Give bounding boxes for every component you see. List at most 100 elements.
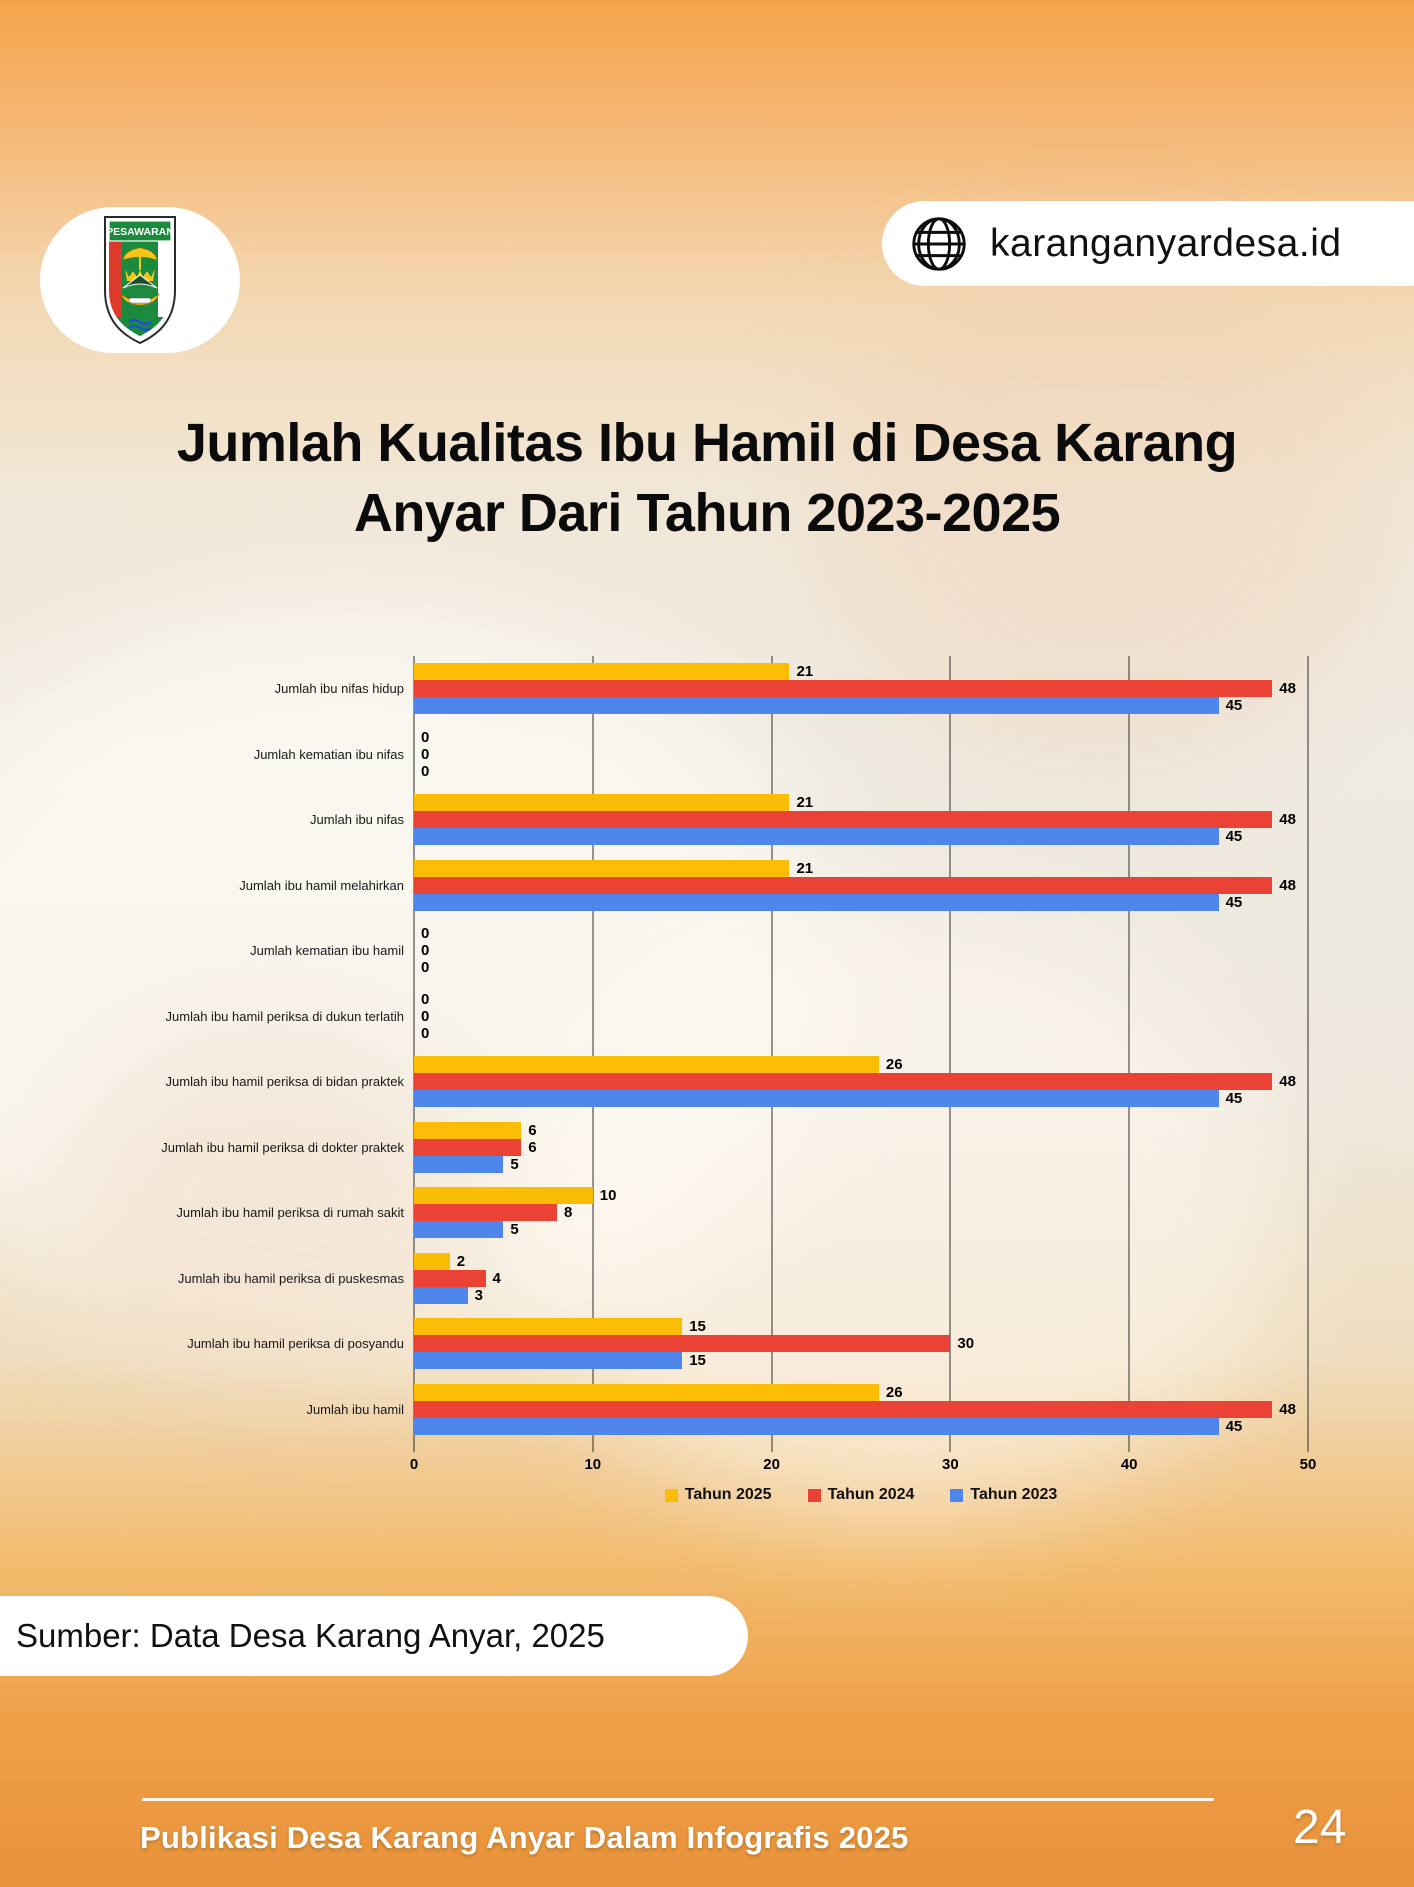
- website-url: karanganyardesa.id: [990, 221, 1342, 265]
- category-label: Jumlah ibu nifas hidup: [140, 681, 414, 696]
- bar-value-label: 5: [510, 1155, 519, 1173]
- bar-tahun-2025: [414, 663, 790, 681]
- bar-row: 48: [414, 1073, 1308, 1091]
- website-badge[interactable]: karanganyardesa.id: [882, 201, 1414, 286]
- bar-row: 48: [414, 680, 1308, 698]
- bar-value-label: 4: [492, 1269, 501, 1287]
- bar-tahun-2023: [414, 893, 1219, 911]
- category-label: Jumlah ibu hamil: [140, 1402, 414, 1417]
- x-axis-tick: 10: [584, 1456, 602, 1473]
- bar-tahun-2023: [414, 1090, 1219, 1108]
- chart-group: Jumlah ibu nifas 21 48 45: [140, 787, 1355, 853]
- chart-group: Jumlah ibu hamil periksa di posyandu 15 30…: [140, 1311, 1355, 1377]
- source-text: Sumber: Data Desa Karang Anyar, 2025: [16, 1617, 605, 1654]
- bar-row: 6: [414, 1138, 1308, 1156]
- category-label-text: Jumlah ibu hamil periksa di dokter prakt…: [161, 1139, 404, 1155]
- category-label-text: Jumlah ibu nifas hidup: [274, 681, 404, 697]
- bar-value-label: 48: [1279, 811, 1296, 829]
- category-label-text: Jumlah kematian ibu hamil: [250, 943, 404, 959]
- bar-tahun-2023: [414, 697, 1219, 715]
- bar-row: 45: [414, 893, 1308, 911]
- category-label-text: Jumlah ibu hamil periksa di posyandu: [187, 1336, 404, 1352]
- bar-value-label: 0: [421, 762, 430, 780]
- category-label-text: Jumlah kematian ibu nifas: [253, 746, 404, 762]
- bar-row: 10: [414, 1187, 1308, 1205]
- legend-label: Tahun 2023: [970, 1486, 1058, 1503]
- pesawaran-crest-icon: PESAWARAN: [104, 216, 176, 345]
- bar-value-label: 5: [510, 1221, 519, 1239]
- bar-value-label: 0: [421, 1007, 430, 1025]
- bar-row: 30: [414, 1335, 1308, 1353]
- group-bars: 26 48 45: [414, 1383, 1308, 1435]
- chart-group: Jumlah ibu hamil 26 48 45: [140, 1377, 1355, 1443]
- category-label-text: Jumlah ibu nifas: [310, 812, 404, 828]
- bar-row: 0: [414, 991, 1308, 1008]
- bar-value-label: 45: [1225, 893, 1243, 911]
- bar-row: 4: [414, 1269, 1308, 1287]
- bar-row: 15: [414, 1318, 1308, 1336]
- bar-tahun-2024: [414, 1269, 486, 1287]
- bar-value-label: 0: [421, 745, 430, 763]
- bar-row: 0: [414, 746, 1308, 763]
- bar-value-label: 26: [885, 1056, 903, 1074]
- bar-value-label: 45: [1225, 828, 1243, 846]
- category-label: Jumlah ibu hamil periksa di bidan prakte…: [140, 1074, 414, 1089]
- bar-row: 0: [414, 1025, 1308, 1042]
- bar-tahun-2025: [414, 794, 790, 812]
- category-label-text: Jumlah ibu hamil: [306, 1401, 404, 1417]
- bar-tahun-2025: [414, 1121, 522, 1139]
- bar-tahun-2024: [414, 1335, 951, 1353]
- group-bars: 26 48 45: [414, 1056, 1308, 1108]
- bar-row: 5: [414, 1155, 1308, 1173]
- legend-swatch: [807, 1488, 821, 1502]
- group-bars: 10 8 5: [414, 1187, 1308, 1239]
- category-label-text: Jumlah ibu hamil periksa di puskesmas: [177, 1270, 404, 1286]
- bar-row: 8: [414, 1204, 1308, 1222]
- bar-value-label: 48: [1279, 876, 1296, 894]
- bar-value-label: 0: [421, 728, 430, 746]
- bar-value-label: 0: [421, 959, 430, 977]
- category-label: Jumlah ibu hamil periksa di puskesmas: [140, 1271, 414, 1286]
- bar-value-label: 0: [421, 990, 430, 1008]
- bar-tahun-2025: [414, 1318, 683, 1336]
- group-bars: 21 48 45: [414, 859, 1308, 911]
- x-axis-tick: 30: [942, 1456, 959, 1473]
- bar-row: 15: [414, 1352, 1308, 1370]
- legend-item: Tahun 2023: [950, 1486, 1057, 1504]
- chart-group: Jumlah ibu hamil periksa di bidan prakte…: [140, 1049, 1355, 1115]
- x-axis-tick: 0: [409, 1456, 419, 1473]
- bar-tahun-2023: [414, 828, 1219, 846]
- chart-group: Jumlah kematian ibu hamil 0 0 0: [140, 918, 1355, 984]
- bar-value-label: 6: [528, 1121, 537, 1139]
- globe-icon: [912, 216, 966, 271]
- bar-tahun-2024: [414, 1400, 1273, 1418]
- chart-group: Jumlah ibu hamil periksa di dokter prakt…: [140, 1115, 1355, 1181]
- category-label: Jumlah ibu hamil periksa di rumah sakit: [140, 1205, 414, 1220]
- bar-row: 0: [414, 942, 1308, 959]
- source-badge: Sumber: Data Desa Karang Anyar, 2025: [0, 1596, 748, 1676]
- bar-row: 0: [414, 959, 1308, 976]
- bar-tahun-2024: [414, 811, 1273, 829]
- bar-tahun-2025: [414, 1252, 450, 1270]
- page-title-line1: Jumlah Kualitas Ibu Hamil di Desa Karang: [176, 413, 1238, 473]
- bar-tahun-2023: [414, 1221, 504, 1239]
- bar-value-label: 48: [1279, 680, 1296, 698]
- bar-value-label: 48: [1279, 1073, 1296, 1091]
- chart-group: Jumlah kematian ibu nifas 0 0 0: [140, 722, 1355, 788]
- category-label: Jumlah ibu hamil periksa di dokter prakt…: [140, 1140, 414, 1155]
- bar-value-label: 45: [1225, 697, 1243, 715]
- bar-tahun-2023: [414, 1417, 1219, 1435]
- chart-group: Jumlah ibu nifas hidup 21 48 45: [140, 656, 1355, 722]
- bar-tahun-2025: [414, 1383, 879, 1401]
- bar-tahun-2024: [414, 1073, 1273, 1091]
- bar-value-label: 0: [421, 925, 430, 943]
- bar-tahun-2025: [414, 859, 790, 877]
- bar-value-label: 0: [421, 1024, 430, 1042]
- legend-label: Tahun 2025: [684, 1486, 772, 1503]
- bar-tahun-2024: [414, 1204, 558, 1222]
- bar-row: 21: [414, 794, 1308, 812]
- bar-tahun-2025: [414, 1056, 879, 1074]
